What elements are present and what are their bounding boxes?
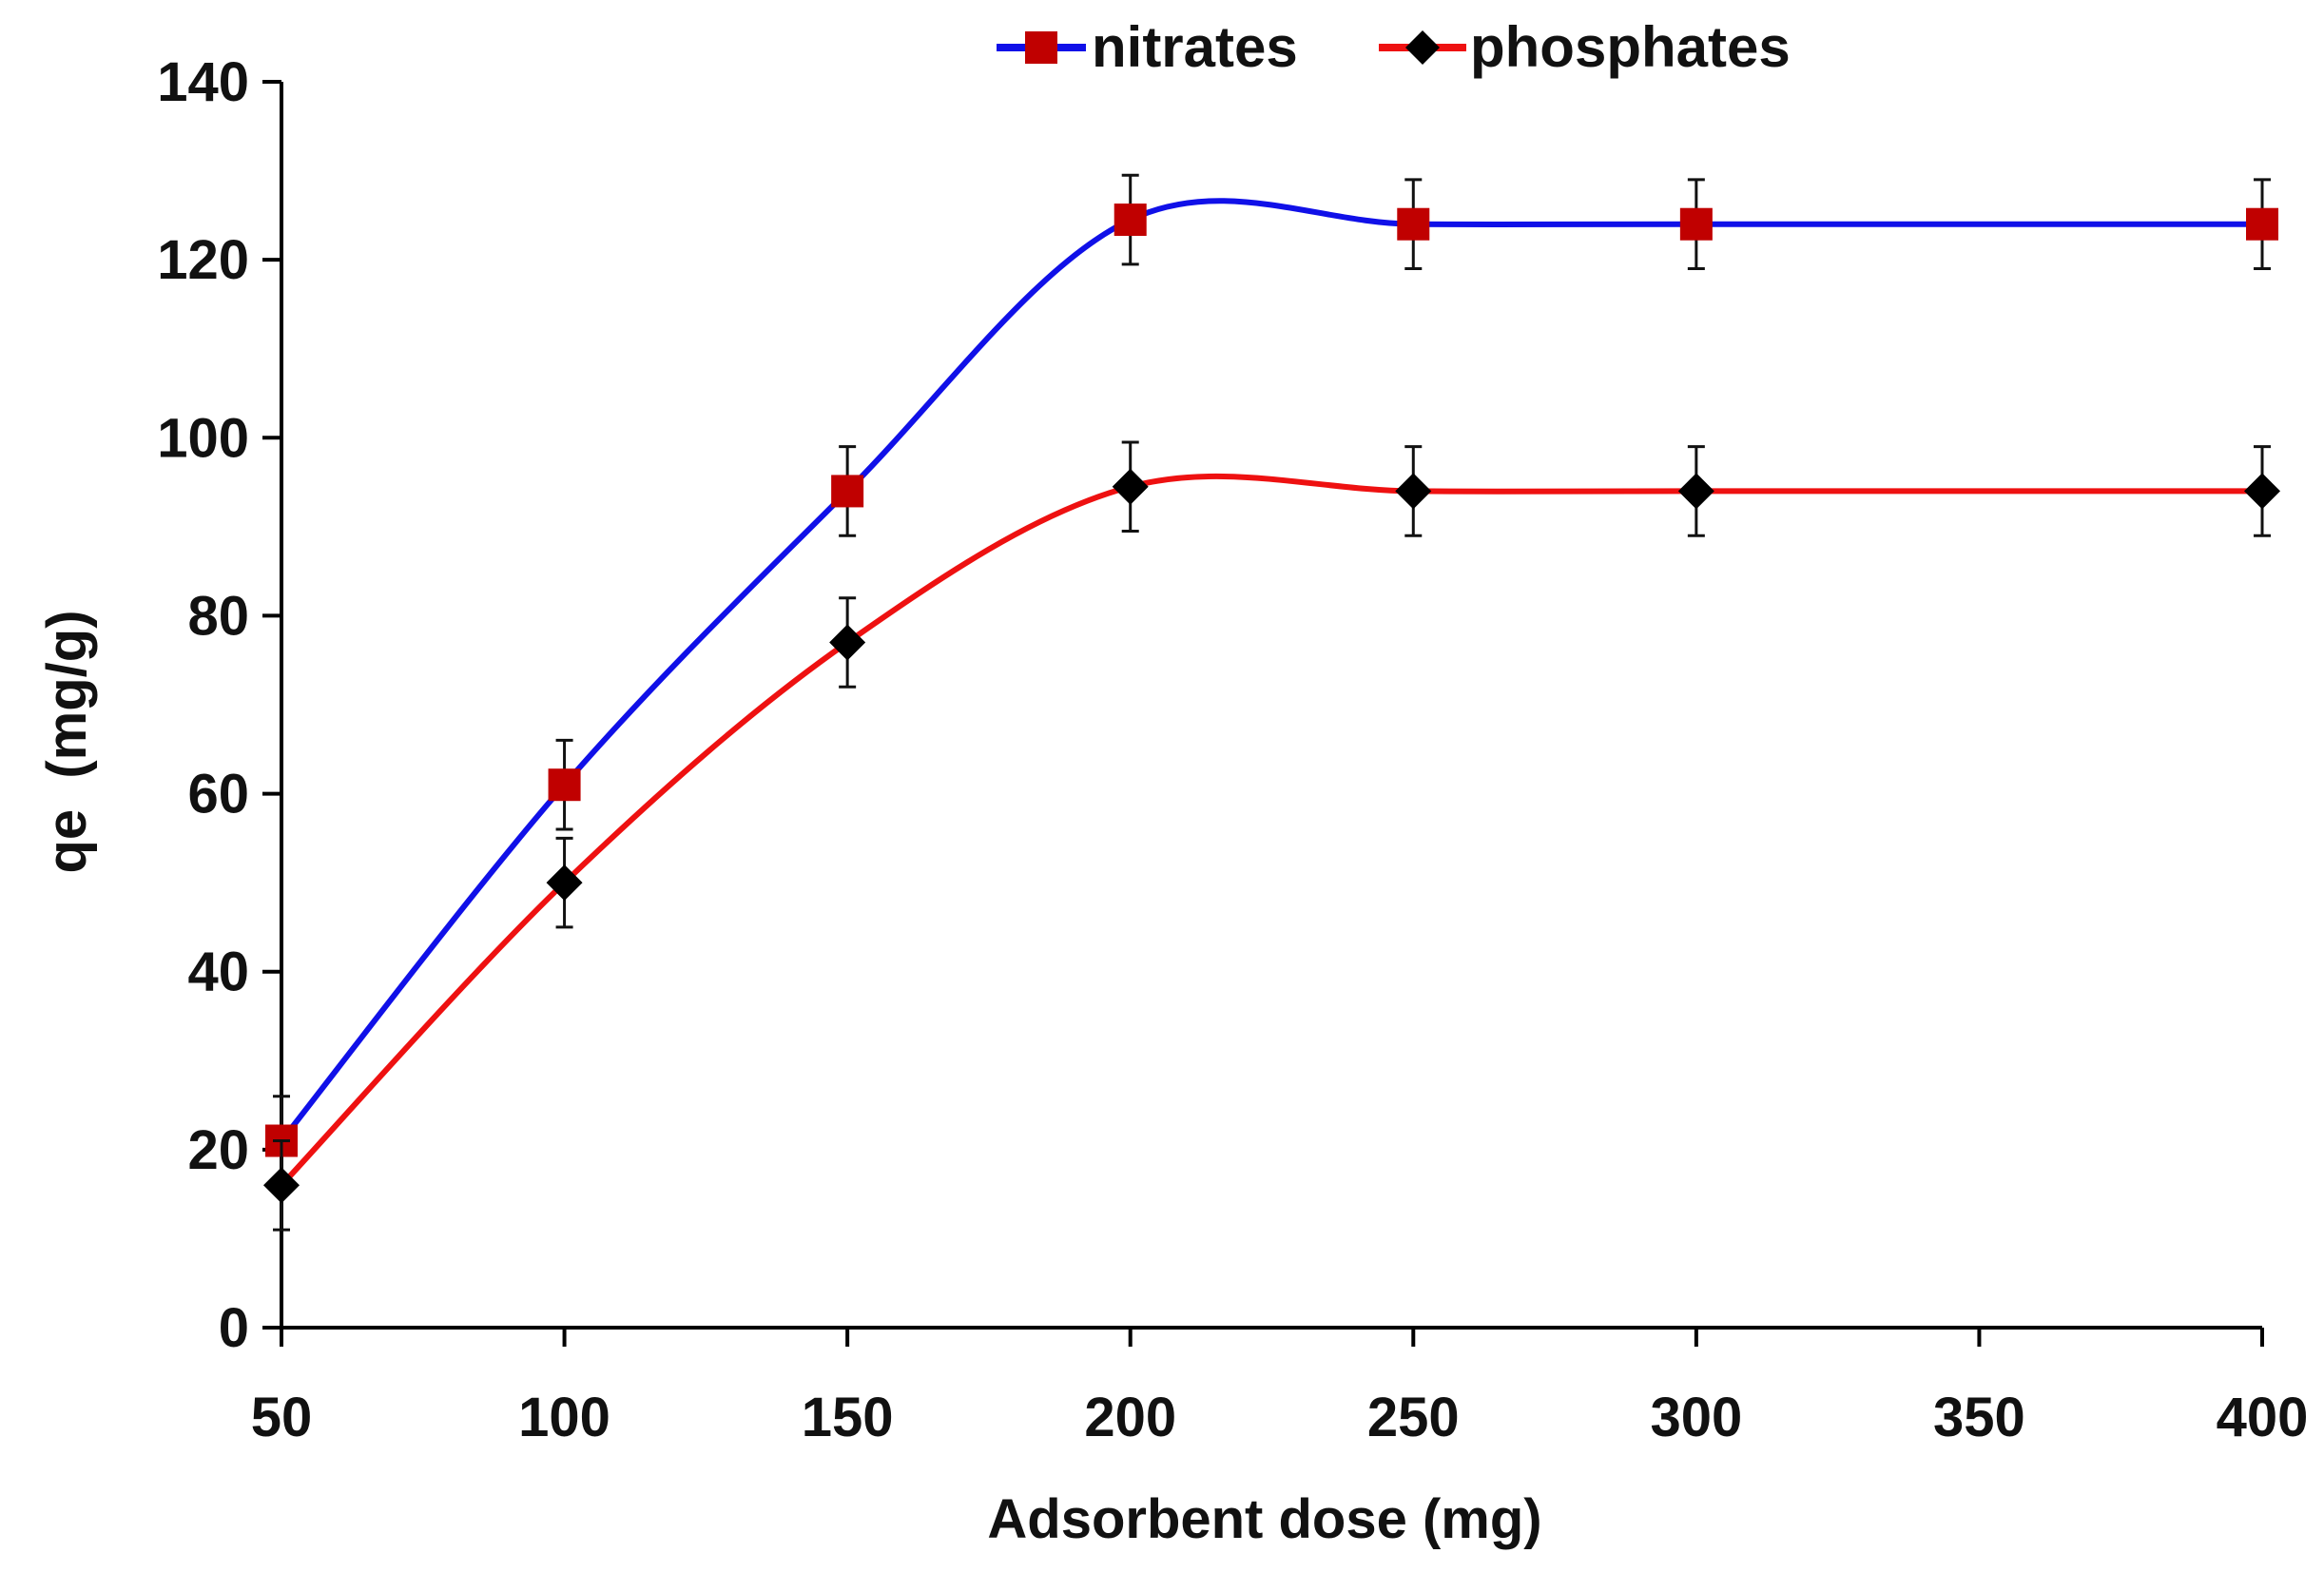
legend-marker-phosphates: [1405, 30, 1440, 65]
data-point-nitrates: [1679, 207, 1713, 241]
y-tick-label: 60: [187, 764, 249, 825]
legend-marker-nitrates: [1025, 31, 1057, 64]
y-axis-title: qe (mg/g): [36, 610, 98, 873]
data-point-phosphates: [829, 624, 866, 661]
data-point-phosphates: [546, 864, 583, 902]
y-tick-label: 140: [157, 51, 249, 113]
y-tick-label: 100: [157, 407, 249, 469]
x-ticks: 50 100 150 200 250 300 350 400: [251, 1328, 2309, 1448]
y-tick-label: 0: [219, 1297, 249, 1359]
series-line-phosphates: [279, 473, 2262, 1188]
data-point-phosphates: [1112, 468, 1149, 505]
data-point-nitrates: [1114, 204, 1147, 237]
y-tick-label: 80: [187, 585, 249, 647]
legend-label-nitrates: nitrates: [1092, 15, 1298, 79]
data-point-phosphates: [263, 1167, 300, 1204]
series-markers-nitrates: [265, 173, 2278, 1187]
x-tick-label: 50: [251, 1387, 313, 1448]
data-point-phosphates: [1395, 473, 1432, 510]
legend: nitrates phosphates: [997, 15, 1791, 79]
series-nitrates: [279, 198, 2262, 1143]
x-tick-label: 250: [1367, 1387, 1460, 1448]
series-line-nitrates: [279, 198, 2262, 1143]
data-point-phosphates: [2244, 473, 2280, 510]
x-axis-title: Adsorbent dose (mg): [987, 1488, 1541, 1550]
series-markers-phosphates: [263, 440, 2280, 1232]
series-layer: [263, 173, 2280, 1232]
x-tick-label: 100: [518, 1387, 610, 1448]
y-tick-label: 120: [157, 229, 249, 291]
data-point-nitrates: [2246, 207, 2278, 241]
axes-layer: [280, 82, 2262, 1330]
data-point-phosphates: [1677, 473, 1714, 510]
x-tick-label: 350: [1933, 1387, 2025, 1448]
y-tick-label: 40: [187, 942, 249, 1003]
x-tick-label: 150: [802, 1387, 894, 1448]
y-ticks: 0 20 40 60 80 100 120 140: [157, 51, 281, 1359]
data-point-nitrates: [1397, 207, 1430, 241]
y-tick-label: 20: [187, 1119, 249, 1181]
x-tick-label: 200: [1084, 1387, 1176, 1448]
series-phosphates: [279, 473, 2262, 1188]
data-point-nitrates: [548, 768, 581, 802]
legend-item-phosphates: phosphates: [1379, 15, 1791, 79]
x-tick-label: 300: [1650, 1387, 1742, 1448]
x-tick-label: 400: [2217, 1387, 2309, 1448]
legend-label-phosphates: phosphates: [1470, 15, 1791, 79]
data-point-nitrates: [831, 475, 864, 508]
legend-item-nitrates: nitrates: [997, 15, 1298, 79]
